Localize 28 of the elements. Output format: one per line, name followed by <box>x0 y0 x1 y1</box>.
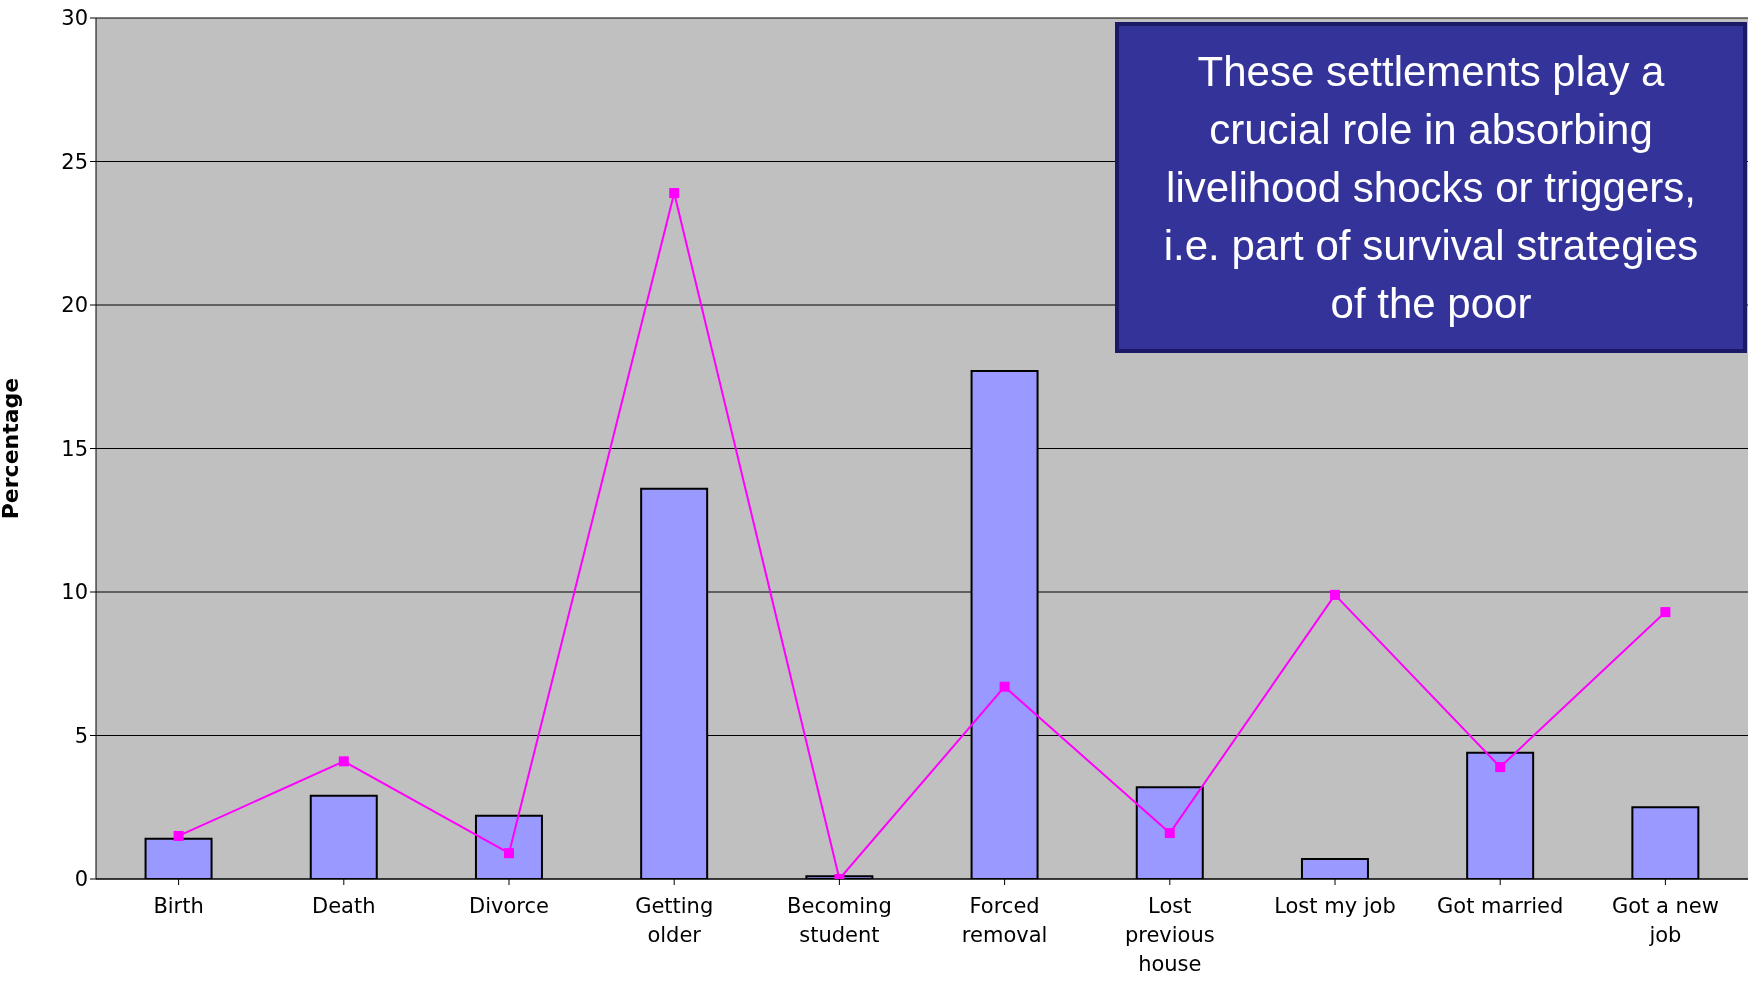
x-tick-label: Lost previous house <box>1124 894 1215 976</box>
point <box>504 848 514 859</box>
point <box>999 681 1010 692</box>
y-tick-label: 15 <box>61 436 88 461</box>
point <box>338 756 349 767</box>
y-tick-label: 5 <box>74 723 88 748</box>
y-tick-label: 20 <box>61 293 88 318</box>
x-tick-label: Becoming student <box>787 894 892 947</box>
point <box>1660 607 1671 618</box>
y-tick-label: 0 <box>74 867 88 892</box>
y-tick-label: 30 <box>61 6 88 31</box>
y-axis-title: Percentage <box>0 377 23 520</box>
point <box>669 188 680 199</box>
x-tick-label: Got married <box>1437 894 1564 918</box>
annotation: These settlements play a crucial role in absorbing livelihood shocks or triggers, i.e. part of survival strategies of the poor <box>1162 46 1700 329</box>
x-tick-label: Lost my job <box>1274 894 1396 918</box>
point <box>1495 762 1506 773</box>
x-tick-label: Getting older <box>635 894 714 947</box>
x-tick-label: Forced removal <box>961 894 1048 947</box>
x-tick-label: Death <box>312 894 376 918</box>
point <box>1164 828 1175 839</box>
x-tick-label: Got a new job <box>1611 894 1719 947</box>
x-tick-label: Divorce <box>469 894 549 918</box>
point <box>1330 589 1340 600</box>
x-tick-label: Birth <box>153 894 204 918</box>
y-tick-label: 25 <box>61 149 88 174</box>
y-tick-label: 10 <box>61 580 88 605</box>
point <box>173 830 184 841</box>
